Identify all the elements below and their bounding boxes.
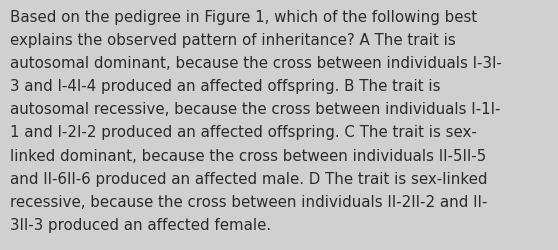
Text: 1 and I-2I-2 produced an affected offspring. C The trait is sex-: 1 and I-2I-2 produced an affected offspr…	[10, 125, 477, 140]
Text: Based on the pedigree in Figure 1, which of the following best: Based on the pedigree in Figure 1, which…	[10, 10, 477, 25]
Text: and II-6II-6 produced an affected male. D The trait is sex-linked: and II-6II-6 produced an affected male. …	[10, 171, 488, 186]
Text: autosomal dominant, because the cross between individuals I-3I-: autosomal dominant, because the cross be…	[10, 56, 502, 71]
Text: explains the observed pattern of inheritance? A The trait is: explains the observed pattern of inherit…	[10, 33, 456, 48]
Text: linked dominant, because the cross between individuals II-5II-5: linked dominant, because the cross betwe…	[10, 148, 486, 163]
Text: recessive, because the cross between individuals II-2II-2 and II-: recessive, because the cross between ind…	[10, 194, 488, 209]
Text: 3 and I-4I-4 produced an affected offspring. B The trait is: 3 and I-4I-4 produced an affected offspr…	[10, 79, 441, 94]
Text: 3II-3 produced an affected female.: 3II-3 produced an affected female.	[10, 217, 271, 232]
Text: autosomal recessive, because the cross between individuals I-1I-: autosomal recessive, because the cross b…	[10, 102, 501, 117]
